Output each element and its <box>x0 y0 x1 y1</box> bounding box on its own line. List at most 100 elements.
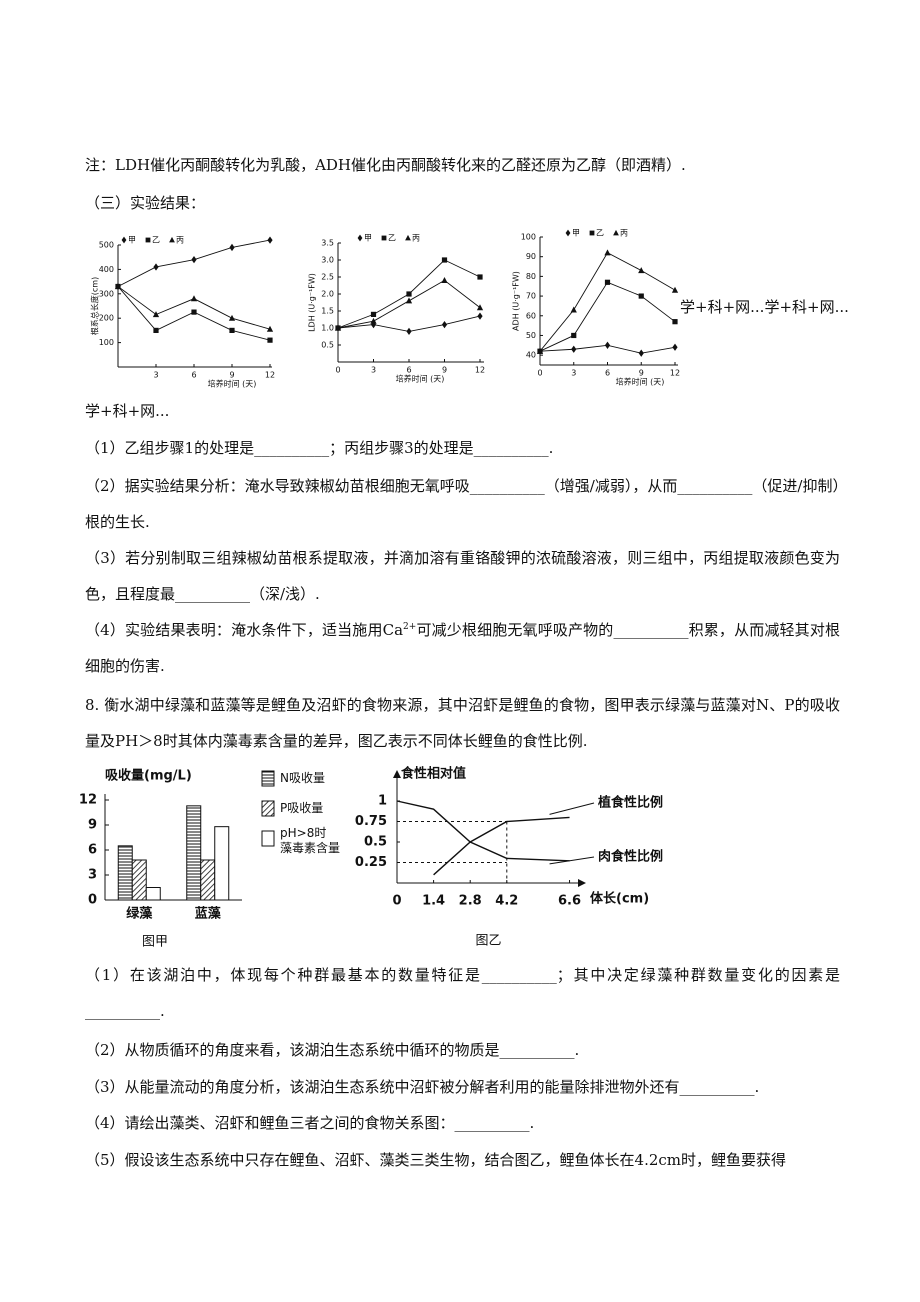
bar <box>186 805 202 901</box>
marker <box>536 347 544 354</box>
arrow <box>393 770 401 778</box>
question: （2）从物质循环的角度来看，该湖泊生态系统中循环的物质是__________. <box>85 1041 580 1059</box>
marker <box>114 283 122 290</box>
x-tick-label: 6 <box>406 366 411 375</box>
series-label: 肉食性比例 <box>598 849 663 865</box>
legend-swatch <box>261 800 275 817</box>
question: （1）乙组步骤1的处理是__________；丙组步骤3的处理是________… <box>85 439 554 457</box>
question: （5）假设该生态系统中只存在鲤鱼、沼虾、藻类三类生物，结合图乙，鲤鱼体长在4.2… <box>85 1151 787 1169</box>
x-tick-label: 0 <box>537 369 542 378</box>
y-tick-label: 200 <box>99 314 114 323</box>
legend-label: 乙 <box>388 234 396 243</box>
x-tick-label: 绿藻 <box>126 906 153 922</box>
marker <box>604 279 611 285</box>
legend-label: N吸收量 <box>280 771 325 785</box>
marker <box>571 332 577 339</box>
legend-marker <box>589 230 595 236</box>
x-tick-label: 9 <box>442 366 447 375</box>
marker <box>267 236 273 244</box>
series-line <box>539 281 676 352</box>
leader <box>549 802 595 815</box>
marker <box>266 325 274 332</box>
marker <box>671 286 679 293</box>
x-tick-label: 4.2 <box>495 894 518 909</box>
note: 注：LDH催化丙酮酸转化为乳酸，ADH催化由丙酮酸转化来的乙醛还原为乙醇（即酒精… <box>85 156 686 174</box>
marker <box>638 267 645 274</box>
arrow <box>578 879 586 887</box>
x-axis-label: 体长(cm) <box>590 891 649 907</box>
marker <box>477 312 483 320</box>
y-tick-label: 80 <box>526 272 536 281</box>
y-tick-label: 50 <box>526 331 536 340</box>
legend-marker <box>169 236 175 243</box>
x-tick-label: 12 <box>265 371 275 380</box>
y-axis-label: ADH (U·g⁻¹FW) <box>512 271 521 331</box>
line-chart: 100 200 300 400 500 3 6 9 12 根系总长度(cm) 培养时间 (天) 甲 乙 丙 <box>90 236 276 389</box>
y-tick-label: 0 <box>88 893 97 908</box>
series-line <box>396 800 570 862</box>
marker <box>190 295 198 302</box>
series-line <box>433 816 570 876</box>
marker <box>153 263 159 271</box>
marker <box>441 277 448 283</box>
y-tick-label: 0.5 <box>321 341 334 350</box>
marker <box>406 327 412 336</box>
y-tick-label: 2.5 <box>321 273 334 282</box>
marker <box>405 297 413 304</box>
legend-marker <box>565 229 571 237</box>
y-tick-label: 400 <box>99 265 114 274</box>
y-tick-label: 9 <box>88 818 97 833</box>
marker <box>476 304 484 311</box>
question: （2）据实验结果分析：淹水导致辣椒幼苗根细胞无氧呼吸__________（增强/… <box>85 477 840 531</box>
question: （3）从能量流动的角度分析，该湖泊生态系统中沼虾被分解者利用的能量除排泄物外还有… <box>85 1078 760 1096</box>
y-tick-label: 100 <box>99 338 114 347</box>
x-tick-label: 3 <box>571 369 576 378</box>
x-tick-label: 12 <box>475 366 485 375</box>
legend-marker <box>405 234 411 241</box>
x-axis-label: 培养时间 (天) <box>396 374 445 384</box>
bar <box>200 859 216 901</box>
caption: 图甲 <box>142 935 168 950</box>
marker <box>441 257 448 263</box>
legend-marker <box>357 234 363 242</box>
legend-label: 乙 <box>596 229 604 238</box>
x-tick-label: 12 <box>670 369 680 378</box>
legend-label: 丙 <box>412 234 420 243</box>
y-tick-label: 3.0 <box>321 256 334 265</box>
y-tick-label: 100 <box>521 233 536 242</box>
y-tick-label: 60 <box>526 311 536 320</box>
legend-marker <box>121 236 127 244</box>
superscript: 2+ <box>403 622 417 632</box>
y-tick-label: 6 <box>88 843 97 858</box>
legend-label: 丙 <box>176 236 184 245</box>
x-tick-label: 3 <box>371 366 376 375</box>
marker <box>604 249 611 256</box>
marker <box>570 306 577 313</box>
legend-label: 丙 <box>620 229 628 238</box>
legend-label: pH>8时 藻毒素含量 <box>280 826 341 855</box>
y-tick-label: 90 <box>526 252 536 261</box>
question: （4）实验结果表明：淹水条件下，适当施用Ca2+可减少根细胞无氧呼吸产物的___… <box>85 612 840 684</box>
x-tick-label: 6.6 <box>558 894 581 909</box>
bar <box>117 845 133 901</box>
watermark: 学+科+网... <box>85 402 170 420</box>
x-tick-label: 9 <box>229 371 234 380</box>
y-tick-label: 3 <box>88 868 97 883</box>
y-axis-label: LDH (U·g⁻¹FW) <box>308 273 317 332</box>
marker <box>370 317 377 324</box>
x-tick-label: 1.4 <box>422 894 445 909</box>
y-tick-label: 3.5 <box>321 239 334 248</box>
series-line <box>117 286 271 330</box>
bar <box>214 826 230 901</box>
x-tick-label: 3 <box>153 371 158 380</box>
x-tick-label: 0 <box>335 366 340 375</box>
x-tick-label: 6 <box>605 369 610 378</box>
legend-label: P吸收量 <box>280 801 324 815</box>
marker <box>441 320 448 329</box>
legend-marker <box>613 229 619 236</box>
x-tick-label: 9 <box>639 369 644 378</box>
x-tick-label: 2.8 <box>459 894 482 909</box>
